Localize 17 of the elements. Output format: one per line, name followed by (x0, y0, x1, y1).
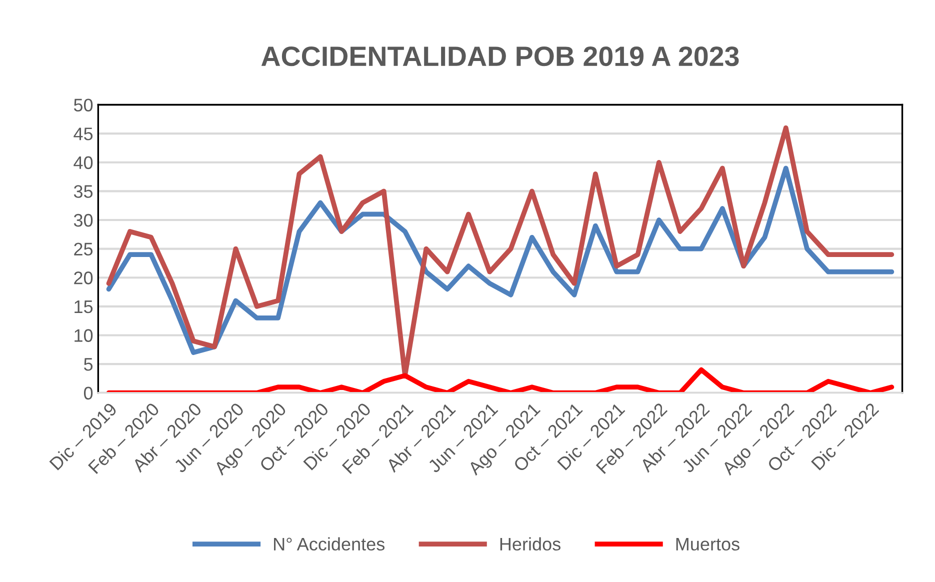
y-tick-label: 15 (74, 300, 93, 314)
y-tick-label: 45 (74, 128, 93, 140)
y-tick-label: 35 (74, 185, 93, 198)
y-tick-label: 30 (74, 214, 93, 227)
legend-label: N° Accidentes (274, 537, 385, 551)
y-tick-label: 10 (74, 329, 93, 342)
y-tick-label: 20 (74, 272, 93, 284)
legend-label: Muertos (676, 538, 740, 551)
line-series (106, 166, 894, 355)
y-tick-label: 5 (84, 358, 93, 371)
chart-title: ACCIDENTALIDAD POB 2019 A 2023 (261, 46, 739, 66)
legend-label: Heridos (500, 537, 560, 551)
y-tick-label: 25 (74, 242, 93, 256)
y-tick-label: 0 (84, 386, 93, 400)
y-tick-label: 50 (74, 98, 93, 112)
y-tick-label: 40 (74, 156, 93, 170)
line-series (106, 367, 894, 393)
